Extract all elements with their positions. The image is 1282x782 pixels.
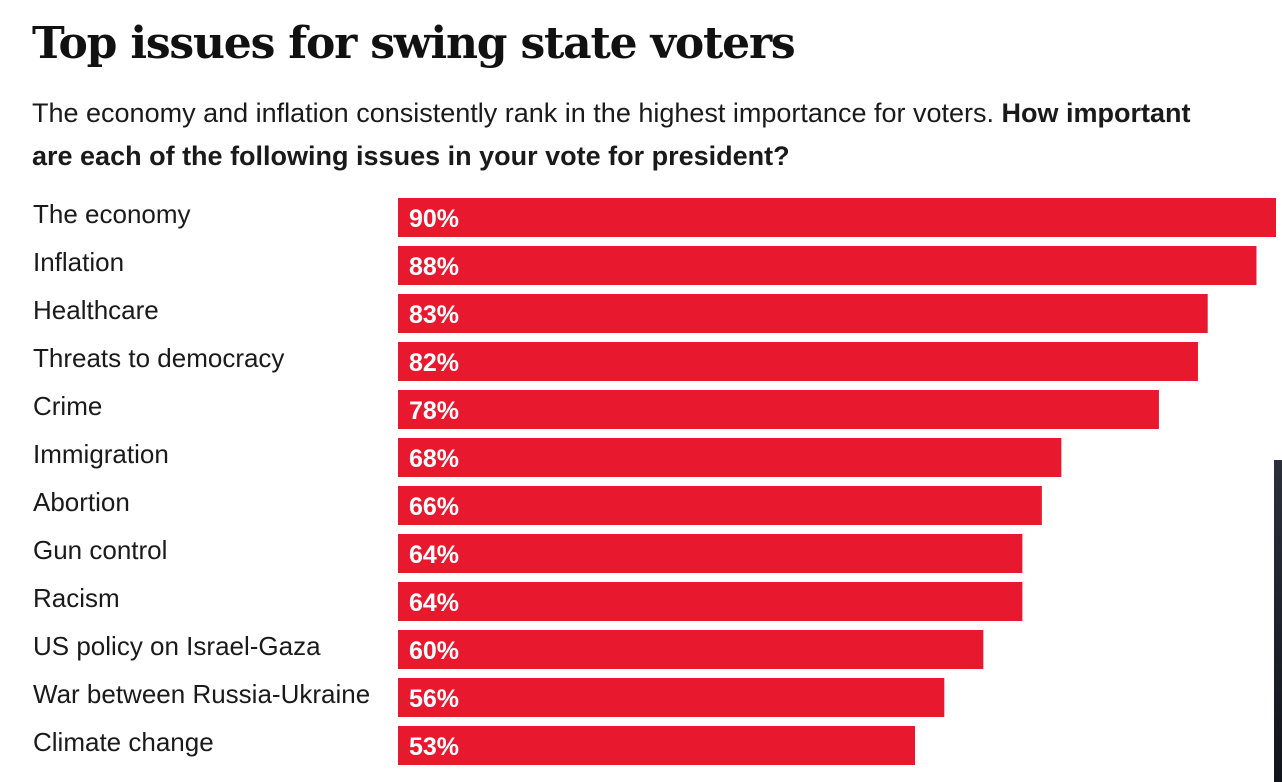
edge-overlay-panel <box>1274 460 1282 782</box>
value-label: 88% <box>409 253 459 281</box>
bar-row: Racism 64% <box>33 582 1023 621</box>
value-label: 64% <box>409 589 459 617</box>
bar <box>398 438 1062 477</box>
category-label: Immigration <box>33 439 169 469</box>
value-label: 68% <box>409 445 459 473</box>
chart-subtitle: The economy and inflation consistently r… <box>32 92 1232 178</box>
value-label: 60% <box>409 637 459 665</box>
category-label: Climate change <box>33 727 214 757</box>
bar-row: Immigration 68% <box>33 438 1062 477</box>
bar <box>398 678 945 717</box>
value-label: 78% <box>409 397 459 425</box>
category-label: Threats to democracy <box>33 343 284 373</box>
chart-title: Top issues for swing state voters <box>32 18 796 69</box>
value-label: 53% <box>409 733 459 761</box>
category-label: War between Russia-Ukraine <box>33 679 370 709</box>
category-label: Abortion <box>33 487 130 517</box>
bar <box>398 390 1159 429</box>
category-label: Crime <box>33 391 102 421</box>
category-label: Healthcare <box>33 295 159 325</box>
bar <box>398 726 916 765</box>
bar <box>398 342 1198 381</box>
bar-row: Healthcare 83% <box>33 294 1208 333</box>
bar <box>398 486 1042 525</box>
bar <box>398 582 1023 621</box>
bar-row: Inflation 88% <box>33 246 1257 285</box>
bar <box>398 198 1276 237</box>
bar-row: War between Russia-Ukraine 56% <box>33 678 945 717</box>
value-label: 90% <box>409 205 459 233</box>
bar <box>398 630 984 669</box>
bar <box>398 534 1023 573</box>
survey-question: How important are each of the following … <box>32 98 1191 171</box>
category-label: US policy on Israel-Gaza <box>33 631 321 661</box>
bar-row: Climate change 53% <box>33 726 916 765</box>
value-label: 66% <box>409 493 459 521</box>
bar-row: Gun control 64% <box>33 534 1023 573</box>
bar-row: The economy 90% <box>33 198 1276 237</box>
bar-row: Threats to democracy 82% <box>33 342 1198 381</box>
bar-row: US policy on Israel-Gaza 60% <box>33 630 984 669</box>
subtitle-text: The economy and inflation consistently r… <box>32 98 995 128</box>
bar <box>398 294 1208 333</box>
value-label: 64% <box>409 541 459 569</box>
category-label: The economy <box>33 199 191 229</box>
value-label: 83% <box>409 301 459 329</box>
category-label: Inflation <box>33 247 124 277</box>
value-label: 82% <box>409 349 459 377</box>
bar <box>398 246 1257 285</box>
bar-row: Crime 78% <box>33 390 1159 429</box>
bar-row: Abortion 66% <box>33 486 1042 525</box>
value-label: 56% <box>409 685 459 713</box>
category-label: Racism <box>33 583 120 613</box>
category-label: Gun control <box>33 535 167 565</box>
